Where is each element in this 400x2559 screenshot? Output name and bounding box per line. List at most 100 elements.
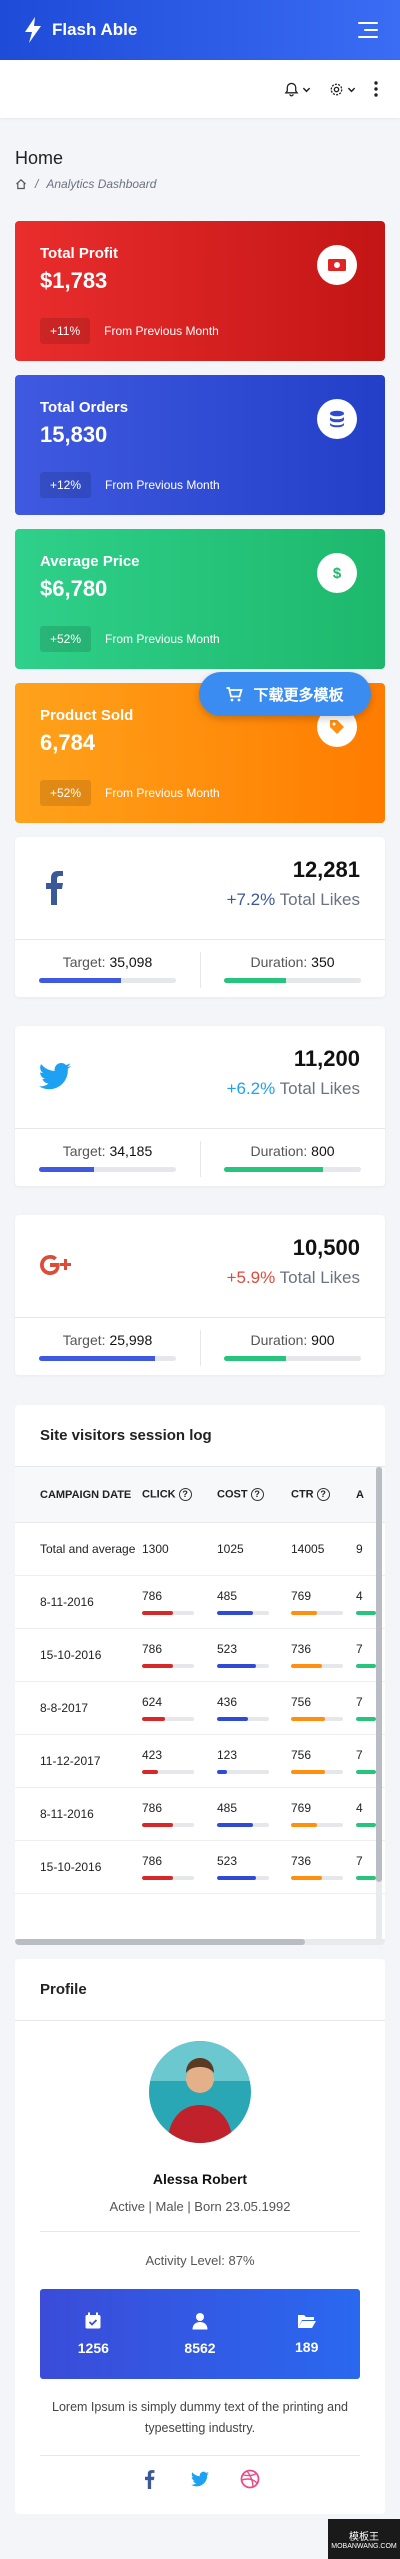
cell-ctr: 756	[291, 1748, 356, 1774]
vertical-scrollbar[interactable]	[376, 1467, 382, 1945]
divider	[40, 2455, 360, 2456]
duration-value: 350	[311, 954, 335, 970]
column-header-cost: COST	[217, 1488, 248, 1501]
column-header-more[interactable]: A	[356, 1488, 364, 1501]
profile-stats: 1256 8562 189	[40, 2289, 360, 2379]
table-row: 8-8-2017 624 436 756 7	[15, 1682, 385, 1735]
cell-value: 8-11-2016	[40, 1807, 94, 1821]
likes-change: +6.2%	[226, 1079, 276, 1098]
breadcrumb-current: Analytics Dashboard	[46, 177, 157, 191]
home-icon[interactable]	[15, 178, 27, 190]
metric-bar	[291, 1717, 343, 1721]
cell-value: Total and average	[40, 1542, 136, 1556]
database-icon	[317, 399, 357, 439]
cell-value: 7	[356, 1854, 363, 1868]
help-icon[interactable]: ?	[178, 1488, 192, 1501]
more-options-icon[interactable]	[374, 81, 378, 97]
facebook-icon[interactable]	[140, 2469, 160, 2489]
cell-value: 485	[217, 1589, 238, 1603]
duration-progress	[224, 1356, 361, 1361]
likes-count: 12,281	[292, 857, 360, 882]
metric-bar	[142, 1717, 194, 1721]
cell-date: 8-11-2016	[15, 1595, 142, 1609]
money-bill-icon	[317, 245, 357, 285]
notifications-dropdown[interactable]	[284, 82, 311, 97]
cell-value: 1300	[142, 1542, 169, 1556]
facebook-icon[interactable]	[37, 869, 73, 905]
column-header-campaign-date[interactable]: CAMPAIGN DATE	[40, 1488, 132, 1501]
google-plus-icon[interactable]	[37, 1247, 73, 1283]
cell-ctr: 769	[291, 1589, 356, 1615]
cell-date: 15-10-2016	[15, 1648, 142, 1662]
stat-card-total-profit: Total Profit $1,783 +11% From Previous Mo…	[15, 221, 385, 361]
dribbble-icon[interactable]	[240, 2469, 260, 2489]
profile-card: Profile Alessa Robert Active | Male | Bo…	[15, 1959, 385, 2514]
cell-value: 786	[142, 1642, 163, 1656]
avatar[interactable]	[149, 2041, 251, 2143]
twitter-icon[interactable]	[37, 1058, 73, 1094]
metric-bar	[217, 1823, 269, 1827]
table-body: Total and average 1300 1025 14005 9 8-11-2016…	[15, 1523, 385, 1894]
duration-label: Duration:	[250, 1143, 308, 1159]
profile-stat: 8562	[147, 2289, 254, 2379]
target-value: 35,098	[109, 954, 153, 970]
help-icon[interactable]: ?	[250, 1488, 264, 1501]
cell-value: 8-11-2016	[40, 1595, 94, 1609]
cell-value: 786	[142, 1854, 163, 1868]
cell-date: 15-10-2016	[15, 1860, 142, 1874]
metric-bar	[356, 1823, 376, 1827]
session-log-table: CAMPAIGN DATE CLICK? COST? CTR? A Total …	[15, 1467, 385, 1894]
top-header: Flash Able	[0, 0, 400, 60]
cell-click: 786	[142, 1589, 217, 1615]
watermark-badge: 模板王 MOBANWANG.COM	[328, 2519, 400, 2559]
cell-click: 624	[142, 1695, 217, 1721]
breadcrumb: Home / Analytics Dashboard	[0, 118, 400, 191]
cell-click: 423	[142, 1748, 217, 1774]
cell-date: 11-12-2017	[15, 1754, 142, 1768]
stat-note: From Previous Month	[104, 324, 219, 338]
horizontal-scrollbar[interactable]	[15, 1939, 385, 1945]
table-row: 11-12-2017 423 123 756 7	[15, 1735, 385, 1788]
settings-dropdown[interactable]	[329, 82, 356, 97]
svg-text:$: $	[333, 565, 342, 582]
table-row: Total and average 1300 1025 14005 9	[15, 1523, 385, 1576]
cell-ctr: 14005	[291, 1542, 356, 1556]
cell-extra: 7	[356, 1854, 385, 1880]
metric-bar	[217, 1717, 269, 1721]
breadcrumb-separator: /	[35, 177, 39, 191]
metric-bar	[217, 1876, 269, 1880]
cell-value: 14005	[291, 1542, 325, 1556]
cell-cost: 123	[217, 1748, 291, 1774]
download-label: 下载更多模板	[253, 686, 344, 704]
user-icon	[192, 2313, 208, 2330]
help-icon[interactable]: ?	[316, 1488, 330, 1501]
cell-cost: 523	[217, 1642, 291, 1668]
profile-social-links	[15, 2469, 385, 2489]
twitter-icon[interactable]	[190, 2469, 210, 2489]
dollar-icon: $	[317, 553, 357, 593]
cell-value: 4	[356, 1801, 363, 1815]
table-row: 15-10-2016 786 523 736 7	[15, 1629, 385, 1682]
cell-value: 9	[356, 1542, 363, 1556]
cell-ctr: 769	[291, 1801, 356, 1827]
menu-toggle-icon[interactable]	[358, 22, 378, 38]
stat-value: 1256	[77, 2340, 109, 2356]
target-value: 25,998	[109, 1332, 153, 1348]
download-templates-button[interactable]: 下载更多模板	[199, 672, 371, 716]
duration-value: 900	[311, 1332, 335, 1348]
stat-value: $6,780	[40, 576, 108, 601]
metric-bar	[217, 1664, 269, 1668]
cell-cost: 436	[217, 1695, 291, 1721]
stat-note: From Previous Month	[105, 632, 220, 646]
stat-card-total-orders: Total Orders 15,830 +12% From Previous Mo…	[15, 375, 385, 515]
card-title: Profile	[15, 1959, 385, 2021]
cell-value: 485	[217, 1801, 238, 1815]
metric-bar	[356, 1770, 376, 1774]
card-title: Site visitors session log	[15, 1405, 385, 1467]
cell-extra: 7	[356, 1695, 385, 1721]
cell-cost: 485	[217, 1801, 291, 1827]
stat-value: 15,830	[40, 422, 108, 447]
metric-bar	[291, 1770, 343, 1774]
cell-value: 736	[291, 1854, 312, 1868]
stat-change-badge: +12%	[40, 472, 92, 498]
